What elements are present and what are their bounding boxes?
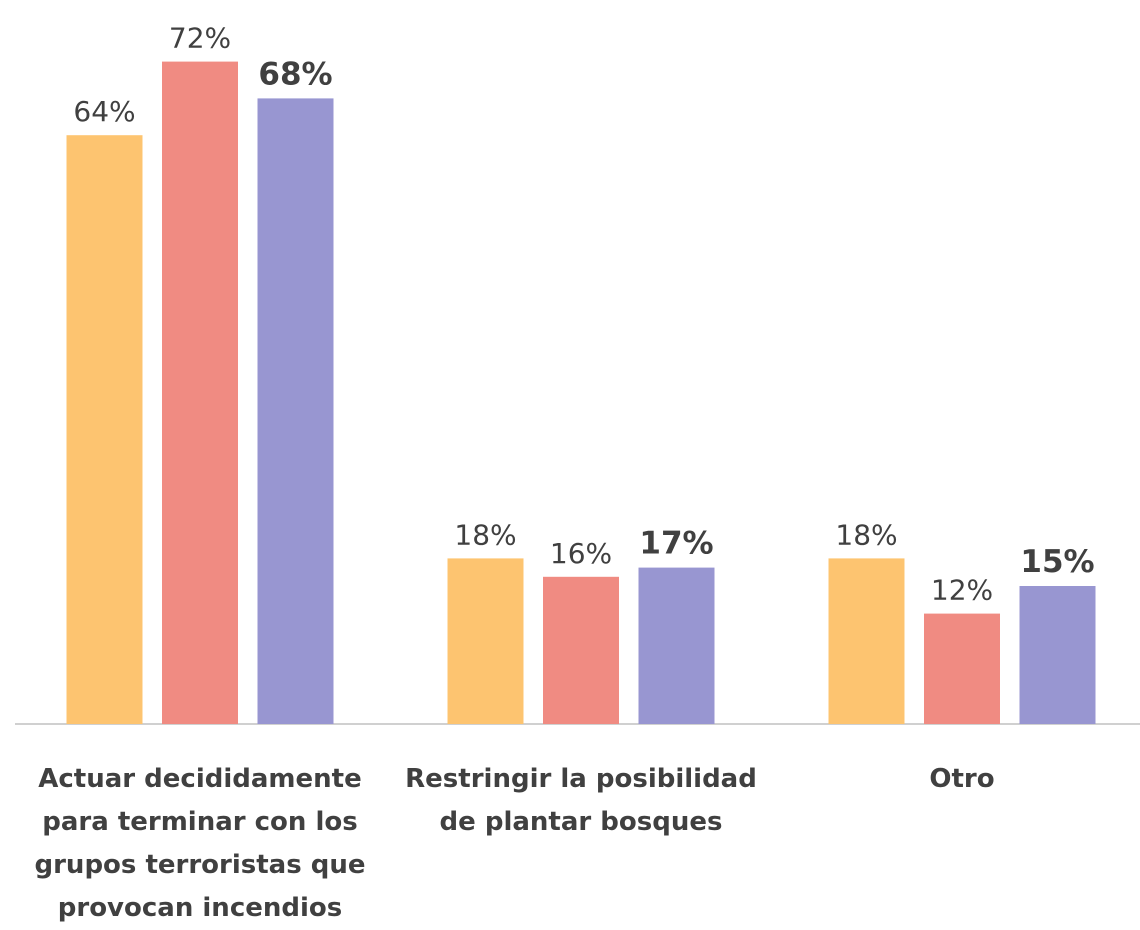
data-label: 68% (258, 56, 332, 92)
data-label: 72% (169, 22, 231, 55)
bar (924, 613, 1000, 724)
bar (543, 576, 619, 724)
data-label: 15% (1020, 544, 1094, 580)
data-label: 18% (454, 518, 516, 551)
bar (828, 558, 905, 724)
bar (1019, 586, 1096, 724)
data-label: 64% (73, 95, 135, 128)
data-label: 18% (835, 518, 897, 551)
data-label: 17% (639, 526, 713, 562)
x-tick-label: Actuar decididamente para terminar con l… (34, 764, 366, 923)
bar (447, 558, 524, 724)
bar (162, 61, 238, 725)
x-tick-label: Restringir la posibilidad de plantar bos… (405, 764, 757, 837)
bar (66, 135, 143, 724)
x-tick-label: Otro (929, 764, 995, 794)
data-label: 12% (931, 574, 993, 607)
bar (257, 98, 334, 724)
bar (638, 567, 715, 724)
data-label: 16% (550, 537, 612, 570)
